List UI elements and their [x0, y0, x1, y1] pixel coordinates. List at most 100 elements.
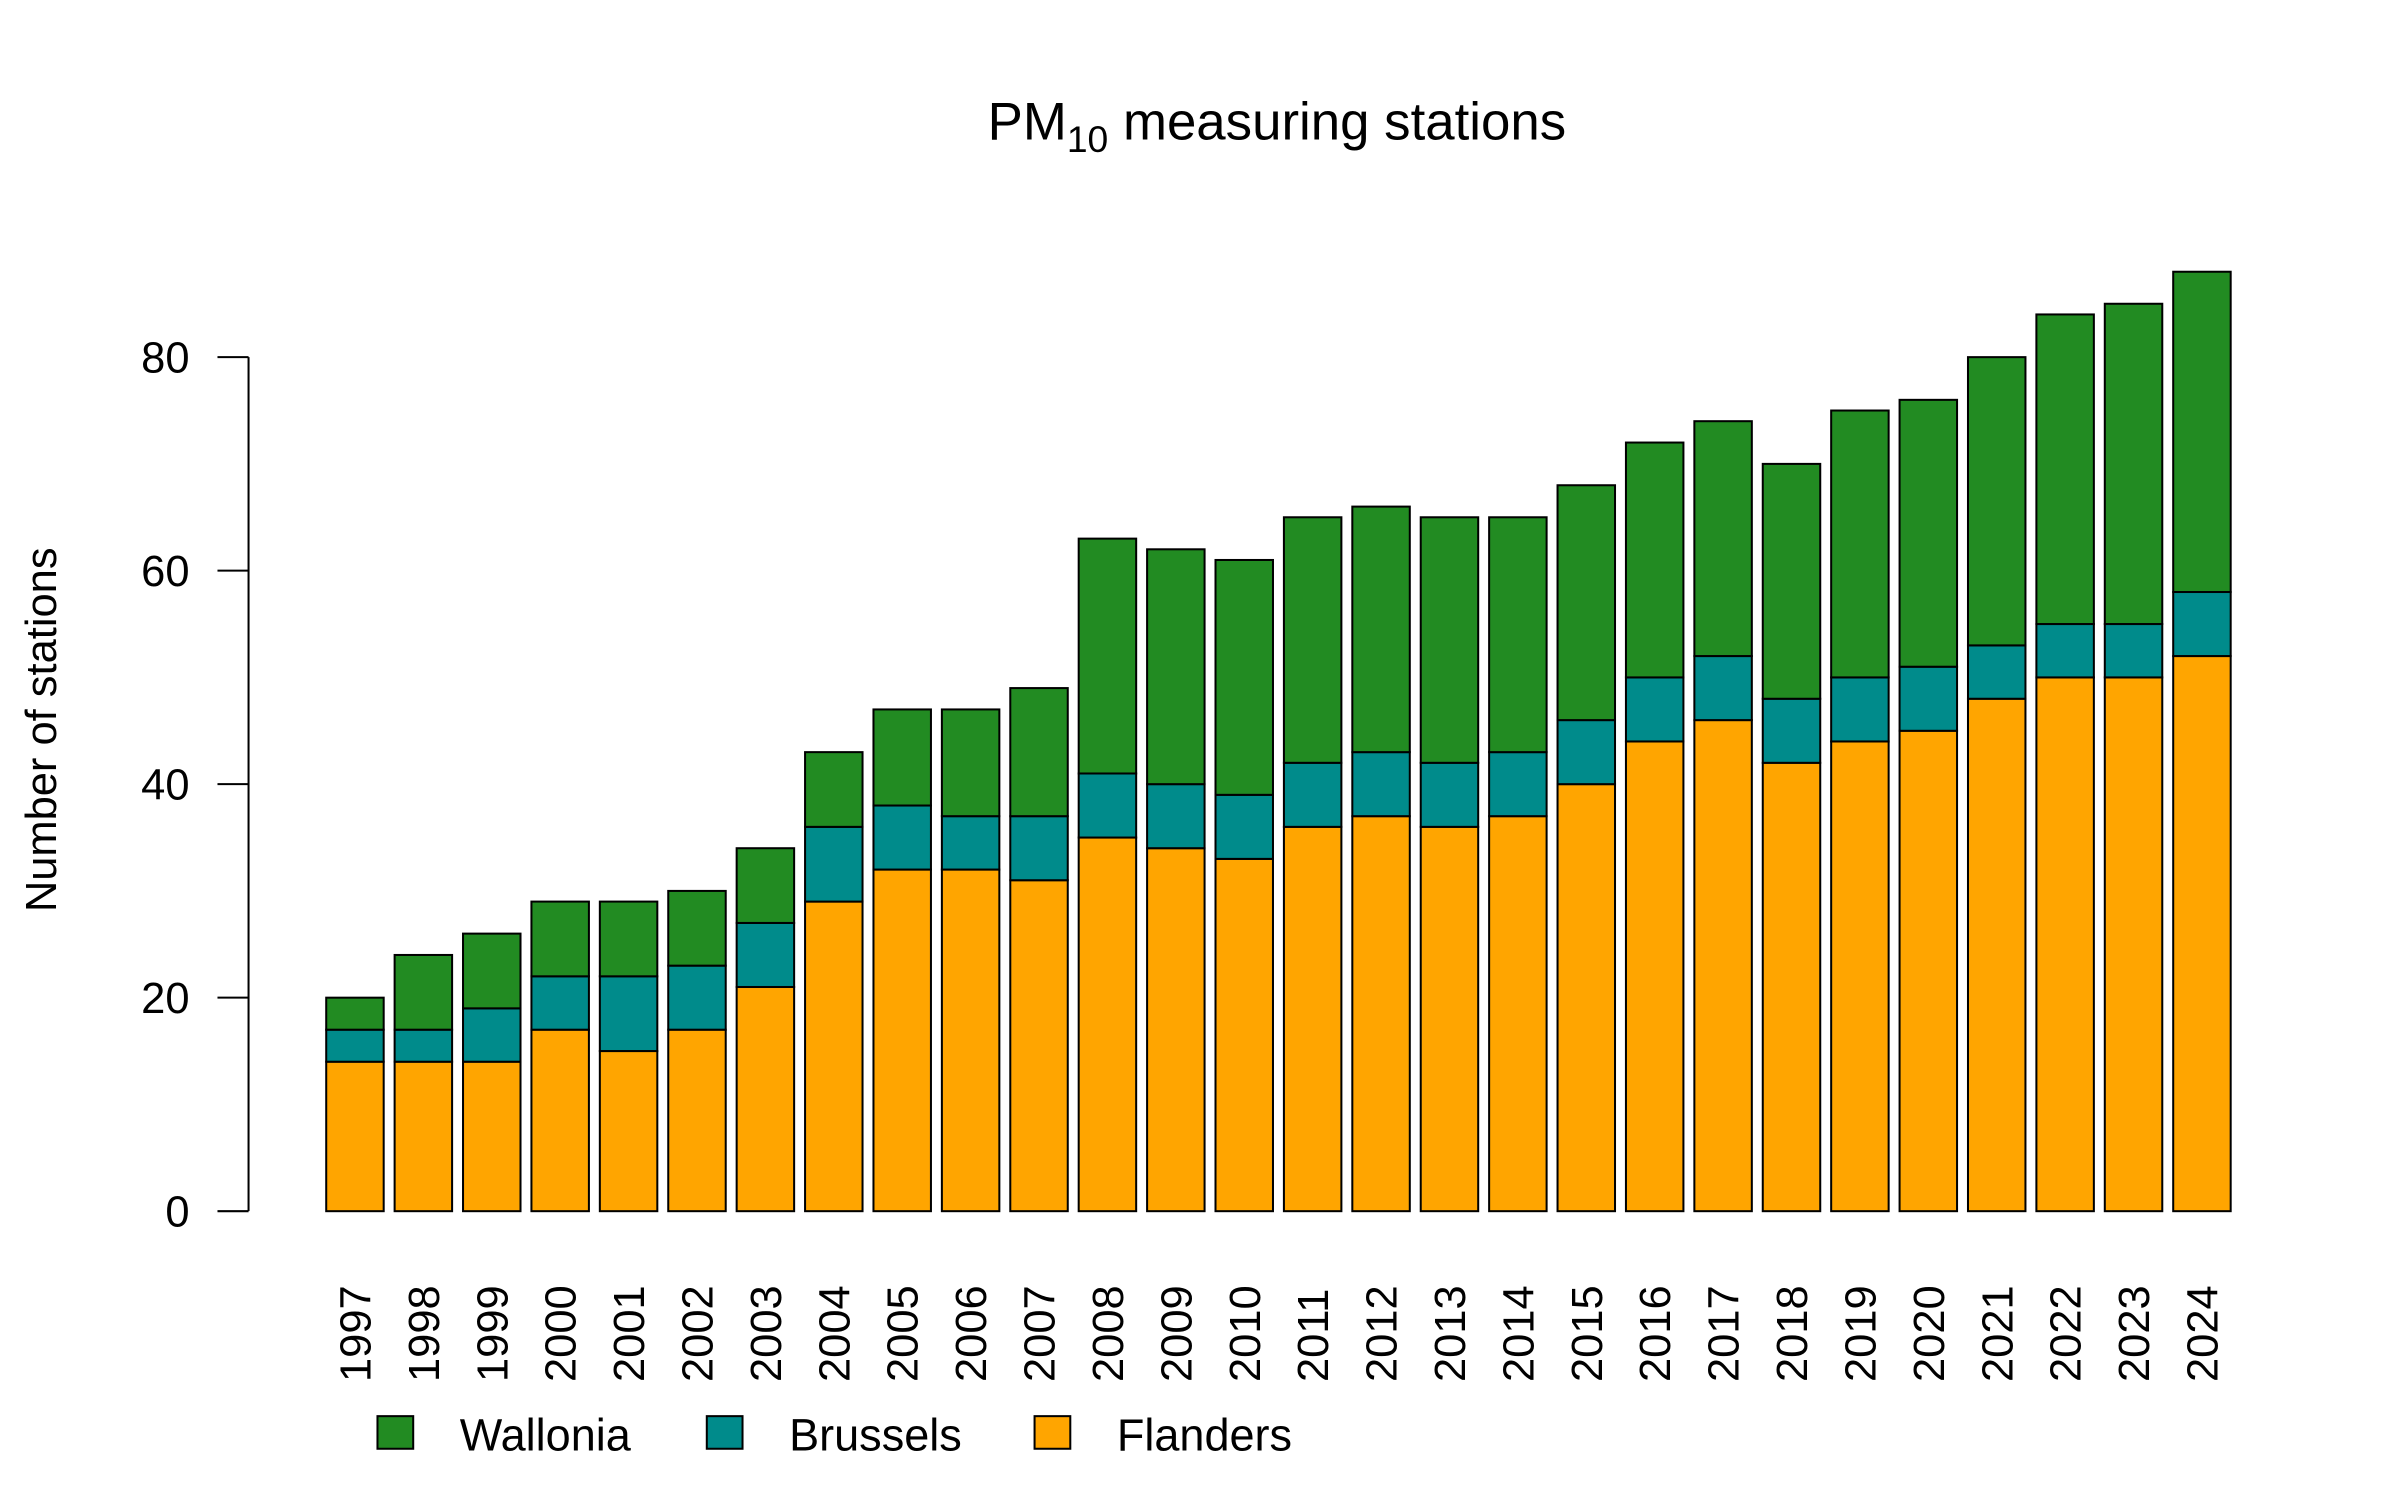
- x-tick-label: 2003: [743, 1285, 791, 1382]
- y-tick-label: 40: [141, 762, 189, 810]
- bar-brussels-2017: [1693, 655, 1753, 722]
- y-tick-label: 60: [141, 548, 189, 596]
- bar-brussels-2021: [1966, 644, 2027, 700]
- bar-brussels-1999: [462, 1007, 522, 1063]
- bar-wallonia-2013: [1419, 516, 1480, 764]
- title-rest: measuring stations: [1108, 93, 1566, 152]
- bar-brussels-1998: [393, 1028, 454, 1063]
- x-tick-label: 2000: [538, 1285, 586, 1382]
- bar-brussels-2012: [1351, 751, 1411, 818]
- bar-brussels-2008: [1077, 772, 1138, 839]
- bar-brussels-2019: [1830, 676, 1890, 743]
- bar-wallonia-2006: [940, 708, 1001, 818]
- bar-flanders-2017: [1693, 719, 1753, 1213]
- legend: Wallonia Brussels Flanders: [376, 1409, 1292, 1460]
- bar-flanders-2011: [1282, 825, 1343, 1213]
- bar-brussels-2001: [598, 975, 659, 1053]
- bar-flanders-2001: [598, 1050, 659, 1213]
- bar-wallonia-2003: [735, 847, 796, 924]
- x-tick-label: 2008: [1085, 1285, 1133, 1382]
- bar-brussels-2010: [1214, 793, 1274, 860]
- title-subscript: 10: [1067, 118, 1108, 160]
- bar-flanders-2018: [1761, 761, 1822, 1213]
- legend-swatch-brussels: [705, 1415, 744, 1450]
- x-tick-label: 2015: [1564, 1285, 1612, 1382]
- bar-brussels-2009: [1146, 783, 1206, 850]
- bar-wallonia-2016: [1624, 441, 1685, 679]
- bar-wallonia-2024: [2172, 270, 2232, 594]
- bars: [325, 270, 2232, 1213]
- y-axis: 0 20 40 60 80: [141, 335, 250, 1237]
- x-tick-label: 2007: [1017, 1285, 1065, 1382]
- bar-flanders-2016: [1624, 740, 1685, 1213]
- bar-brussels-2020: [1898, 665, 1959, 732]
- bar-brussels-2024: [2172, 590, 2232, 658]
- bar-brussels-2022: [2035, 623, 2095, 679]
- bar-wallonia-2001: [598, 900, 659, 978]
- bar-flanders-1999: [462, 1060, 522, 1213]
- bar-flanders-2021: [1966, 697, 2027, 1213]
- x-tick-label: 2016: [1632, 1285, 1680, 1382]
- bar-wallonia-2002: [667, 889, 727, 967]
- bar-flanders-2008: [1077, 836, 1138, 1213]
- x-tick-label: 2024: [2179, 1285, 2227, 1382]
- bar-wallonia-2012: [1351, 505, 1411, 754]
- x-tick-label: 2011: [1290, 1289, 1338, 1382]
- x-tick-label: 2004: [811, 1285, 859, 1382]
- bar-brussels-2023: [2103, 623, 2164, 679]
- bar-flanders-1998: [393, 1060, 454, 1213]
- chart-title: PM10 measuring stations: [988, 93, 1567, 160]
- x-tick-label: 1999: [469, 1285, 517, 1382]
- x-tick-label: 2001: [606, 1285, 654, 1382]
- bar-flanders-2007: [1009, 879, 1069, 1213]
- bar-wallonia-1999: [462, 932, 522, 1010]
- bar-brussels-1997: [325, 1028, 385, 1063]
- bar-wallonia-2020: [1898, 398, 1959, 668]
- legend-swatch-wallonia: [376, 1415, 415, 1450]
- x-tick-label: 2009: [1153, 1285, 1201, 1382]
- legend-label-flanders: Flanders: [1117, 1409, 1292, 1460]
- bar-flanders-2015: [1556, 783, 1617, 1213]
- bar-wallonia-2015: [1556, 484, 1617, 722]
- x-tick-label: 2002: [675, 1285, 723, 1382]
- bar-wallonia-1998: [393, 953, 454, 1031]
- y-axis-label: Number of stations: [18, 547, 66, 912]
- bar-wallonia-2021: [1966, 356, 2027, 647]
- bar-flanders-2012: [1351, 815, 1411, 1213]
- bar-wallonia-2014: [1488, 516, 1548, 754]
- bar-wallonia-2011: [1282, 516, 1343, 764]
- bar-brussels-2003: [735, 921, 796, 989]
- x-tick-label: 2005: [880, 1285, 928, 1382]
- x-tick-label: 2014: [1495, 1285, 1543, 1382]
- x-tick-label: 2020: [1906, 1285, 1954, 1382]
- x-tick-label: 2006: [948, 1285, 996, 1382]
- bar-flanders-2024: [2172, 655, 2232, 1213]
- bar-wallonia-2017: [1693, 420, 1753, 658]
- bar-flanders-2010: [1214, 857, 1274, 1213]
- x-tick-label: 2019: [1837, 1285, 1885, 1382]
- y-tick-label: 80: [141, 335, 189, 383]
- bar-wallonia-2008: [1077, 537, 1138, 775]
- bar-flanders-2009: [1146, 847, 1206, 1213]
- bar-wallonia-2010: [1214, 558, 1274, 796]
- x-tick-label: 2012: [1359, 1285, 1407, 1382]
- x-tick-label: 2021: [1974, 1285, 2022, 1382]
- bar-flanders-1997: [325, 1060, 385, 1213]
- x-axis-labels: 1997 1998 1999 2000 2001 2002 2003 2004 2005 2006…: [332, 1285, 2227, 1382]
- bar-brussels-2013: [1419, 761, 1480, 828]
- bar-wallonia-2009: [1146, 548, 1206, 786]
- bar-wallonia-2023: [2103, 302, 2164, 626]
- legend-label-wallonia: Wallonia: [460, 1409, 632, 1460]
- x-tick-label: 2018: [1769, 1285, 1817, 1382]
- bar-wallonia-2004: [804, 751, 864, 828]
- bar-flanders-2023: [2103, 676, 2164, 1213]
- bar-wallonia-2022: [2035, 313, 2095, 626]
- bar-flanders-2003: [735, 985, 796, 1213]
- bar-flanders-2002: [667, 1028, 727, 1213]
- x-tick-label: 2023: [2111, 1285, 2159, 1382]
- bar-flanders-2014: [1488, 815, 1548, 1213]
- x-tick-label: 2010: [1222, 1285, 1270, 1382]
- bar-wallonia-2018: [1761, 462, 1822, 700]
- bar-brussels-2004: [804, 825, 864, 903]
- bar-wallonia-2005: [872, 708, 932, 807]
